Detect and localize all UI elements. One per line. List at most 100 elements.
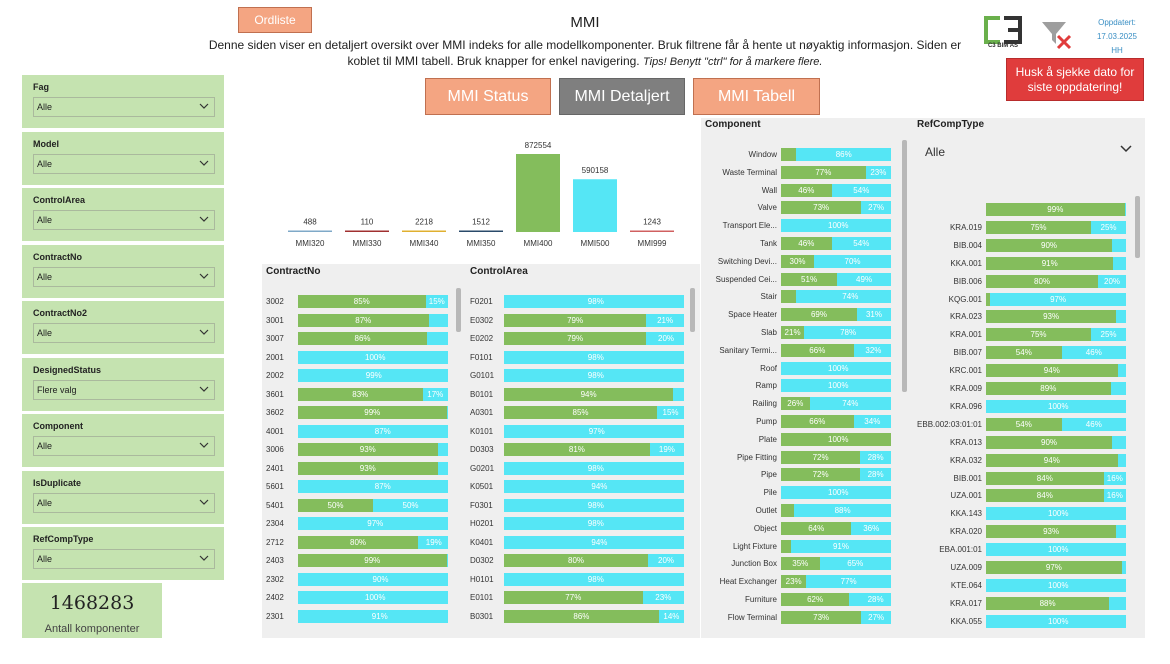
bar-row[interactable]: E0202 79% 20% xyxy=(470,332,684,345)
mmi-bar-mmi340[interactable] xyxy=(402,230,446,233)
green-segment[interactable] xyxy=(781,450,861,464)
bar-row[interactable]: H0201 98% xyxy=(470,517,684,530)
bar-row[interactable]: Sanitary Termi... 66% 32% xyxy=(705,343,891,357)
bar-row[interactable]: KQG.001 97% xyxy=(917,292,1126,306)
bar-row[interactable]: 2712 80% 19% xyxy=(266,535,448,549)
green-segment[interactable] xyxy=(781,557,820,571)
green-segment[interactable] xyxy=(781,593,850,606)
bar-row[interactable]: KKA.001 91% xyxy=(917,256,1126,270)
bar-row[interactable]: 2402 100% xyxy=(266,591,448,604)
slicer-dropdown[interactable]: Alle xyxy=(33,266,215,287)
mmi-bar-mmi320[interactable] xyxy=(288,230,332,233)
chevron-down-icon[interactable] xyxy=(199,553,209,563)
bar-row[interactable]: 3006 93% xyxy=(266,443,448,456)
mmi-bar-mmi500[interactable] xyxy=(573,179,617,232)
bar-row[interactable]: Object 64% 36% xyxy=(705,521,891,535)
green-segment[interactable] xyxy=(298,387,423,401)
green-segment[interactable] xyxy=(298,443,438,456)
mmi-table-button[interactable]: MMI Tabell xyxy=(693,78,820,115)
green-segment[interactable] xyxy=(781,521,852,535)
component-scrollbar[interactable] xyxy=(902,140,907,392)
green-segment[interactable] xyxy=(781,237,832,250)
bar-row[interactable]: KKA.055 100% xyxy=(917,614,1126,628)
bar-row[interactable]: 3002 85% 15% xyxy=(266,295,448,308)
bar-row[interactable]: Tank 46% 54% xyxy=(705,237,891,250)
bar-row[interactable]: F0301 98% xyxy=(470,498,684,512)
mmi-bar-mmi330[interactable] xyxy=(345,230,389,233)
bar-row[interactable]: Ramp 100% xyxy=(705,379,891,393)
green-segment[interactable] xyxy=(781,308,857,322)
bar-row[interactable]: Suspended Cei... 51% 49% xyxy=(705,272,891,286)
bar-row[interactable]: 3601 83% 17% xyxy=(266,387,448,401)
bar-row[interactable]: 5401 50% 50% xyxy=(266,498,448,512)
bar-row[interactable]: B0301 86% 14% xyxy=(470,609,684,623)
green-segment[interactable] xyxy=(781,432,891,446)
bar-row[interactable]: B0101 94% xyxy=(470,387,684,401)
bar-row[interactable]: Junction Box 35% 65% xyxy=(705,557,891,571)
green-segment[interactable] xyxy=(298,461,438,475)
mmi-bar-mmi400[interactable] xyxy=(516,154,560,232)
mmi-bar-mmi350[interactable] xyxy=(459,230,503,233)
green-segment[interactable] xyxy=(781,272,838,286)
green-segment[interactable] xyxy=(781,397,810,411)
bar-row[interactable]: 3602 99% xyxy=(266,406,448,419)
green-segment[interactable] xyxy=(986,525,1117,539)
bar-row[interactable]: 2401 93% xyxy=(266,461,448,475)
bar-row[interactable]: EBB.002:03:01:01 54% 46% xyxy=(917,417,1126,431)
ordliste-button[interactable]: Ordliste xyxy=(238,7,312,33)
bar-row[interactable]: 3001 87% xyxy=(266,313,448,327)
slicer-dropdown[interactable]: Alle xyxy=(33,97,215,117)
bar-row[interactable]: KRC.001 94% xyxy=(917,364,1126,378)
bar-row[interactable]: EBA.001:01 100% xyxy=(917,543,1126,557)
bar-row[interactable]: Space Heater 69% 31% xyxy=(705,308,891,322)
controlarea-scrollbar[interactable] xyxy=(690,288,695,332)
bar-row[interactable]: KRA.013 90% xyxy=(917,435,1126,449)
bar-row[interactable]: Window 86% xyxy=(705,148,891,161)
slicer-dropdown[interactable]: Alle xyxy=(33,210,215,230)
chevron-down-icon[interactable] xyxy=(199,101,209,111)
bar-row[interactable]: KRA.009 89% xyxy=(917,382,1126,395)
green-segment[interactable] xyxy=(781,610,862,624)
bar-row[interactable]: K0101 97% xyxy=(470,424,684,438)
green-segment[interactable] xyxy=(986,346,1062,360)
slicer-dropdown[interactable]: Alle xyxy=(33,323,215,343)
bar-row[interactable]: 2403 99% xyxy=(266,554,448,567)
green-segment[interactable] xyxy=(781,468,861,482)
slicer-dropdown[interactable]: Flere valg xyxy=(33,379,215,400)
chevron-down-icon[interactable] xyxy=(199,497,209,507)
bar-row[interactable]: Furniture 62% 28% xyxy=(705,593,891,606)
bar-row[interactable]: Pump 66% 34% xyxy=(705,415,891,428)
green-segment[interactable] xyxy=(298,406,447,419)
bar-row[interactable]: H0101 98% xyxy=(470,572,684,586)
green-segment[interactable] xyxy=(986,435,1112,449)
bar-row[interactable]: 2001 100% xyxy=(266,350,448,364)
green-segment[interactable] xyxy=(298,498,373,512)
bar-row[interactable]: UZA.009 97% xyxy=(917,561,1126,574)
bar-row[interactable]: Outlet 88% xyxy=(705,504,891,517)
bar-row[interactable]: Flow Terminal 73% 27% xyxy=(705,610,891,624)
bar-row[interactable]: Plate 100% xyxy=(705,432,891,446)
green-segment[interactable] xyxy=(781,575,807,589)
bar-row[interactable]: 4001 87% xyxy=(266,424,448,438)
green-segment[interactable] xyxy=(986,203,1125,216)
bar-row[interactable]: Valve 73% 27% xyxy=(705,201,891,215)
green-segment[interactable] xyxy=(986,453,1118,467)
chevron-down-icon[interactable] xyxy=(199,327,209,337)
bar-row[interactable]: BIB.004 90% xyxy=(917,238,1126,252)
bar-row[interactable]: 3007 86% xyxy=(266,332,448,345)
bar-row[interactable]: A0301 85% 15% xyxy=(470,406,684,419)
bar-row[interactable]: 5601 87% xyxy=(266,480,448,493)
green-segment[interactable] xyxy=(298,554,447,567)
green-segment[interactable] xyxy=(504,406,657,419)
green-segment[interactable] xyxy=(298,313,429,327)
green-segment[interactable] xyxy=(986,489,1104,503)
bar-row[interactable]: 2002 99% xyxy=(266,369,448,382)
bar-row[interactable]: Pipe Fitting 72% 28% xyxy=(705,450,891,464)
green-segment[interactable] xyxy=(986,328,1091,342)
bar-row[interactable]: KRA.020 93% xyxy=(917,525,1126,539)
bar-row[interactable]: Railing 26% 74% xyxy=(705,397,891,411)
bar-row[interactable]: Waste Terminal 77% 23% xyxy=(705,165,891,179)
chevron-down-icon[interactable] xyxy=(199,214,209,224)
chevron-down-icon[interactable] xyxy=(199,158,209,168)
bar-row[interactable]: Roof 100% xyxy=(705,361,891,375)
